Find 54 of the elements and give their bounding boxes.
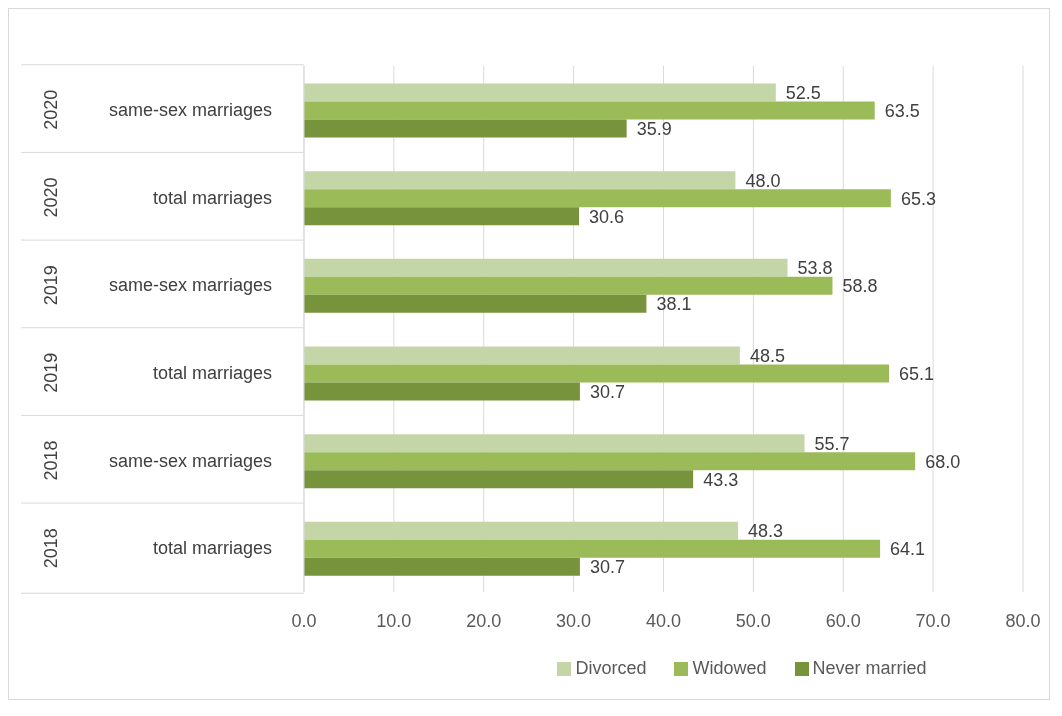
bar [304, 452, 916, 471]
bar [304, 171, 736, 190]
bar [304, 294, 647, 313]
bar [304, 101, 875, 120]
data-label: 38.1 [656, 294, 692, 315]
x-tick-label: 10.0 [376, 610, 412, 631]
data-label: 30.7 [589, 557, 625, 578]
data-label: 30.7 [589, 381, 625, 402]
data-label: 53.8 [797, 258, 833, 279]
bar [304, 434, 805, 453]
category-label: 2020 total marriages [41, 177, 272, 218]
x-tick-label: 0.0 [291, 610, 317, 631]
data-label: 30.6 [589, 206, 625, 227]
x-tick-label: 80.0 [1005, 610, 1041, 631]
data-label: 52.5 [785, 82, 821, 103]
bar [304, 470, 694, 489]
bar [304, 521, 739, 540]
bar [304, 276, 833, 295]
x-tick-label: 60.0 [825, 610, 861, 631]
category-label: 2019 total marriages [41, 352, 272, 393]
category-label: 2018 total marriages [41, 528, 272, 569]
data-label: 48.3 [748, 521, 784, 542]
bar [304, 119, 627, 138]
category-label: 2019 same-sex marriages [41, 265, 272, 306]
bar [304, 189, 891, 208]
bar [304, 258, 788, 277]
data-label: 55.7 [814, 433, 850, 454]
data-label: 68.0 [925, 451, 961, 472]
data-label: 48.0 [745, 170, 781, 191]
bar [304, 539, 881, 558]
category-label: 2018 same-sex marriages [41, 440, 272, 481]
legend-label: Divorced [575, 658, 647, 678]
data-label: 58.8 [842, 276, 878, 297]
legend-label: Widowed [692, 658, 767, 678]
bar [304, 83, 776, 102]
data-label: 48.5 [749, 345, 785, 366]
x-tick-label: 40.0 [645, 610, 682, 631]
category-label: 2020 same-sex marriages [41, 89, 272, 130]
x-tick-label: 50.0 [735, 610, 771, 631]
data-label: 43.3 [703, 469, 739, 490]
x-tick-label: 70.0 [915, 610, 951, 631]
data-label: 64.1 [890, 539, 926, 560]
data-label: 65.3 [900, 188, 936, 209]
bar [304, 382, 580, 401]
data-label: 65.1 [899, 363, 935, 384]
bar [304, 364, 890, 383]
x-tick-label: 20.0 [466, 610, 502, 631]
legend-label: Never married [812, 658, 927, 678]
data-label: 35.9 [636, 118, 672, 139]
bar [304, 346, 740, 365]
x-tick-label: 30.0 [556, 610, 592, 631]
bar [304, 557, 580, 576]
data-label: 63.5 [884, 100, 920, 121]
bar [304, 207, 580, 226]
